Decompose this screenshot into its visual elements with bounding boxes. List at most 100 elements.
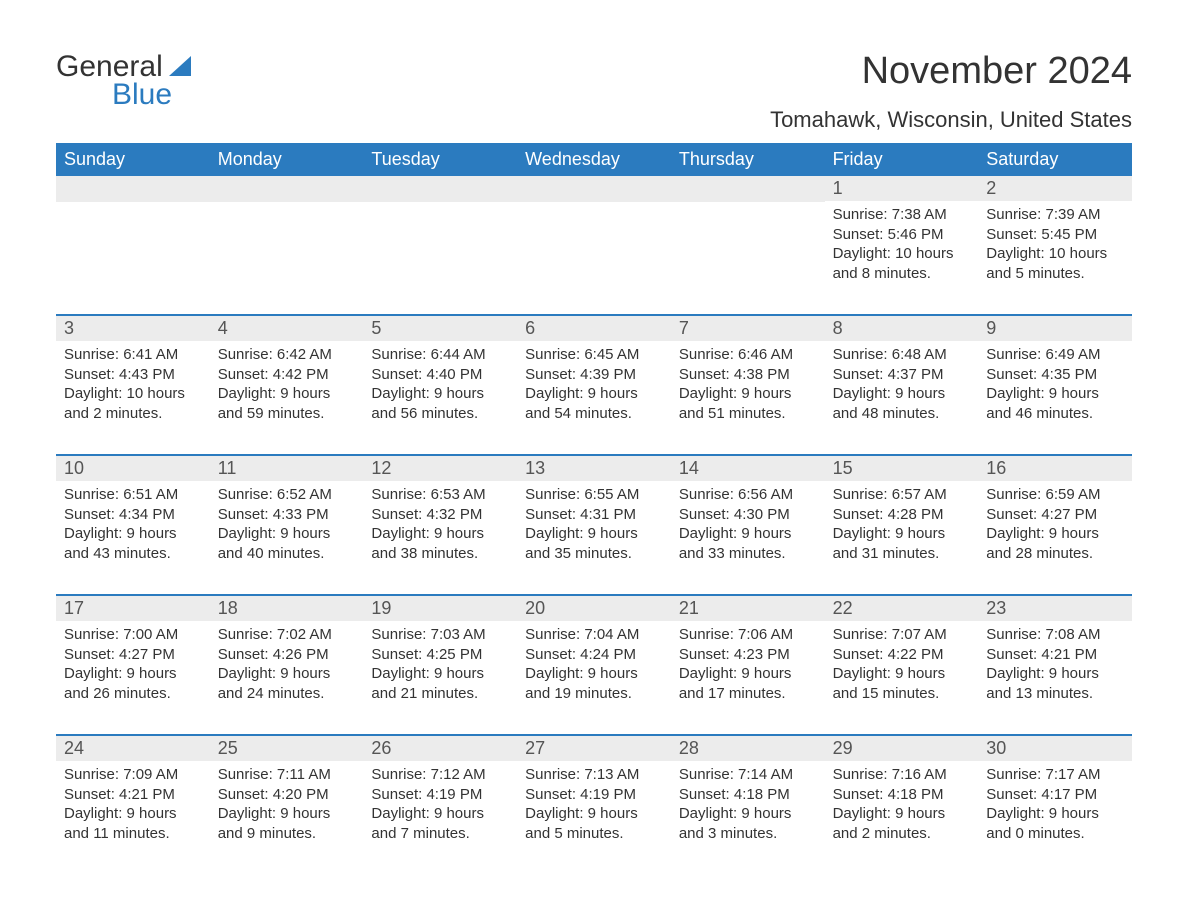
sunset-text: Sunset: 4:28 PM bbox=[833, 505, 971, 525]
sunset-text: Sunset: 4:39 PM bbox=[525, 365, 663, 385]
day-body: Sunrise: 7:04 AMSunset: 4:24 PMDaylight:… bbox=[517, 621, 671, 709]
day-cell: 9Sunrise: 6:49 AMSunset: 4:35 PMDaylight… bbox=[978, 316, 1132, 436]
day-cell: 15Sunrise: 6:57 AMSunset: 4:28 PMDayligh… bbox=[825, 456, 979, 576]
day-number: 16 bbox=[978, 456, 1132, 481]
sunset-text: Sunset: 4:18 PM bbox=[833, 785, 971, 805]
day-body: Sunrise: 6:59 AMSunset: 4:27 PMDaylight:… bbox=[978, 481, 1132, 569]
location-text: Tomahawk, Wisconsin, United States bbox=[770, 107, 1132, 133]
day-number: 6 bbox=[517, 316, 671, 341]
day-body: Sunrise: 7:00 AMSunset: 4:27 PMDaylight:… bbox=[56, 621, 210, 709]
sunrise-text: Sunrise: 6:55 AM bbox=[525, 485, 663, 505]
daylight-text: Daylight: 9 hours and 33 minutes. bbox=[679, 524, 817, 563]
day-body: Sunrise: 7:07 AMSunset: 4:22 PMDaylight:… bbox=[825, 621, 979, 709]
sunset-text: Sunset: 4:24 PM bbox=[525, 645, 663, 665]
day-body: Sunrise: 6:48 AMSunset: 4:37 PMDaylight:… bbox=[825, 341, 979, 429]
daylight-text: Daylight: 9 hours and 59 minutes. bbox=[218, 384, 356, 423]
day-cell: 1Sunrise: 7:38 AMSunset: 5:46 PMDaylight… bbox=[825, 176, 979, 296]
daylight-text: Daylight: 9 hours and 48 minutes. bbox=[833, 384, 971, 423]
week-row: 1Sunrise: 7:38 AMSunset: 5:46 PMDaylight… bbox=[56, 176, 1132, 296]
day-body: Sunrise: 6:46 AMSunset: 4:38 PMDaylight:… bbox=[671, 341, 825, 429]
day-body: Sunrise: 6:49 AMSunset: 4:35 PMDaylight:… bbox=[978, 341, 1132, 429]
daylight-text: Daylight: 9 hours and 26 minutes. bbox=[64, 664, 202, 703]
day-cell bbox=[363, 176, 517, 296]
sunrise-text: Sunrise: 7:07 AM bbox=[833, 625, 971, 645]
weekday-header: Saturday bbox=[978, 143, 1132, 176]
sunrise-text: Sunrise: 7:12 AM bbox=[371, 765, 509, 785]
day-cell bbox=[56, 176, 210, 296]
daylight-text: Daylight: 9 hours and 54 minutes. bbox=[525, 384, 663, 423]
day-cell: 4Sunrise: 6:42 AMSunset: 4:42 PMDaylight… bbox=[210, 316, 364, 436]
day-number: 2 bbox=[978, 176, 1132, 201]
sunrise-text: Sunrise: 7:02 AM bbox=[218, 625, 356, 645]
day-number: 9 bbox=[978, 316, 1132, 341]
sunset-text: Sunset: 4:22 PM bbox=[833, 645, 971, 665]
day-cell: 5Sunrise: 6:44 AMSunset: 4:40 PMDaylight… bbox=[363, 316, 517, 436]
daylight-text: Daylight: 9 hours and 0 minutes. bbox=[986, 804, 1124, 843]
sunrise-text: Sunrise: 6:53 AM bbox=[371, 485, 509, 505]
weekday-header: Friday bbox=[825, 143, 979, 176]
day-body: Sunrise: 7:17 AMSunset: 4:17 PMDaylight:… bbox=[978, 761, 1132, 849]
daylight-text: Daylight: 9 hours and 9 minutes. bbox=[218, 804, 356, 843]
sail-icon bbox=[169, 56, 195, 76]
title-block: November 2024 Tomahawk, Wisconsin, Unite… bbox=[770, 50, 1132, 133]
sunrise-text: Sunrise: 6:52 AM bbox=[218, 485, 356, 505]
weekday-header: Wednesday bbox=[517, 143, 671, 176]
day-cell: 22Sunrise: 7:07 AMSunset: 4:22 PMDayligh… bbox=[825, 596, 979, 716]
sunset-text: Sunset: 4:26 PM bbox=[218, 645, 356, 665]
week-row: 3Sunrise: 6:41 AMSunset: 4:43 PMDaylight… bbox=[56, 314, 1132, 436]
sunrise-text: Sunrise: 7:16 AM bbox=[833, 765, 971, 785]
day-body: Sunrise: 6:57 AMSunset: 4:28 PMDaylight:… bbox=[825, 481, 979, 569]
empty-day bbox=[363, 176, 517, 202]
weeks-container: 1Sunrise: 7:38 AMSunset: 5:46 PMDaylight… bbox=[56, 176, 1132, 856]
sunrise-text: Sunrise: 6:48 AM bbox=[833, 345, 971, 365]
day-cell: 18Sunrise: 7:02 AMSunset: 4:26 PMDayligh… bbox=[210, 596, 364, 716]
day-cell: 29Sunrise: 7:16 AMSunset: 4:18 PMDayligh… bbox=[825, 736, 979, 856]
day-cell: 23Sunrise: 7:08 AMSunset: 4:21 PMDayligh… bbox=[978, 596, 1132, 716]
day-body: Sunrise: 7:14 AMSunset: 4:18 PMDaylight:… bbox=[671, 761, 825, 849]
day-cell bbox=[210, 176, 364, 296]
sunrise-text: Sunrise: 6:59 AM bbox=[986, 485, 1124, 505]
sunset-text: Sunset: 4:20 PM bbox=[218, 785, 356, 805]
day-number: 15 bbox=[825, 456, 979, 481]
day-body: Sunrise: 6:44 AMSunset: 4:40 PMDaylight:… bbox=[363, 341, 517, 429]
day-body: Sunrise: 7:08 AMSunset: 4:21 PMDaylight:… bbox=[978, 621, 1132, 709]
day-number: 1 bbox=[825, 176, 979, 201]
sunset-text: Sunset: 4:40 PM bbox=[371, 365, 509, 385]
sunrise-text: Sunrise: 6:57 AM bbox=[833, 485, 971, 505]
day-body: Sunrise: 7:02 AMSunset: 4:26 PMDaylight:… bbox=[210, 621, 364, 709]
sunrise-text: Sunrise: 7:17 AM bbox=[986, 765, 1124, 785]
day-cell: 7Sunrise: 6:46 AMSunset: 4:38 PMDaylight… bbox=[671, 316, 825, 436]
day-number: 5 bbox=[363, 316, 517, 341]
week-row: 10Sunrise: 6:51 AMSunset: 4:34 PMDayligh… bbox=[56, 454, 1132, 576]
day-number: 13 bbox=[517, 456, 671, 481]
day-number: 18 bbox=[210, 596, 364, 621]
weekday-header-row: SundayMondayTuesdayWednesdayThursdayFrid… bbox=[56, 143, 1132, 176]
day-number: 21 bbox=[671, 596, 825, 621]
daylight-text: Daylight: 10 hours and 5 minutes. bbox=[986, 244, 1124, 283]
sunset-text: Sunset: 4:37 PM bbox=[833, 365, 971, 385]
sunrise-text: Sunrise: 6:56 AM bbox=[679, 485, 817, 505]
day-number: 17 bbox=[56, 596, 210, 621]
day-cell: 3Sunrise: 6:41 AMSunset: 4:43 PMDaylight… bbox=[56, 316, 210, 436]
day-cell: 28Sunrise: 7:14 AMSunset: 4:18 PMDayligh… bbox=[671, 736, 825, 856]
sunset-text: Sunset: 4:27 PM bbox=[64, 645, 202, 665]
day-number: 11 bbox=[210, 456, 364, 481]
day-number: 3 bbox=[56, 316, 210, 341]
sunrise-text: Sunrise: 6:41 AM bbox=[64, 345, 202, 365]
day-cell: 14Sunrise: 6:56 AMSunset: 4:30 PMDayligh… bbox=[671, 456, 825, 576]
day-number: 20 bbox=[517, 596, 671, 621]
daylight-text: Daylight: 9 hours and 38 minutes. bbox=[371, 524, 509, 563]
day-body: Sunrise: 7:38 AMSunset: 5:46 PMDaylight:… bbox=[825, 201, 979, 289]
sunset-text: Sunset: 4:18 PM bbox=[679, 785, 817, 805]
sunrise-text: Sunrise: 7:00 AM bbox=[64, 625, 202, 645]
day-cell: 30Sunrise: 7:17 AMSunset: 4:17 PMDayligh… bbox=[978, 736, 1132, 856]
day-cell: 16Sunrise: 6:59 AMSunset: 4:27 PMDayligh… bbox=[978, 456, 1132, 576]
daylight-text: Daylight: 9 hours and 21 minutes. bbox=[371, 664, 509, 703]
week-row: 24Sunrise: 7:09 AMSunset: 4:21 PMDayligh… bbox=[56, 734, 1132, 856]
calendar: SundayMondayTuesdayWednesdayThursdayFrid… bbox=[56, 143, 1132, 856]
day-body: Sunrise: 7:39 AMSunset: 5:45 PMDaylight:… bbox=[978, 201, 1132, 289]
day-number: 10 bbox=[56, 456, 210, 481]
daylight-text: Daylight: 9 hours and 2 minutes. bbox=[833, 804, 971, 843]
day-cell: 6Sunrise: 6:45 AMSunset: 4:39 PMDaylight… bbox=[517, 316, 671, 436]
day-number: 25 bbox=[210, 736, 364, 761]
